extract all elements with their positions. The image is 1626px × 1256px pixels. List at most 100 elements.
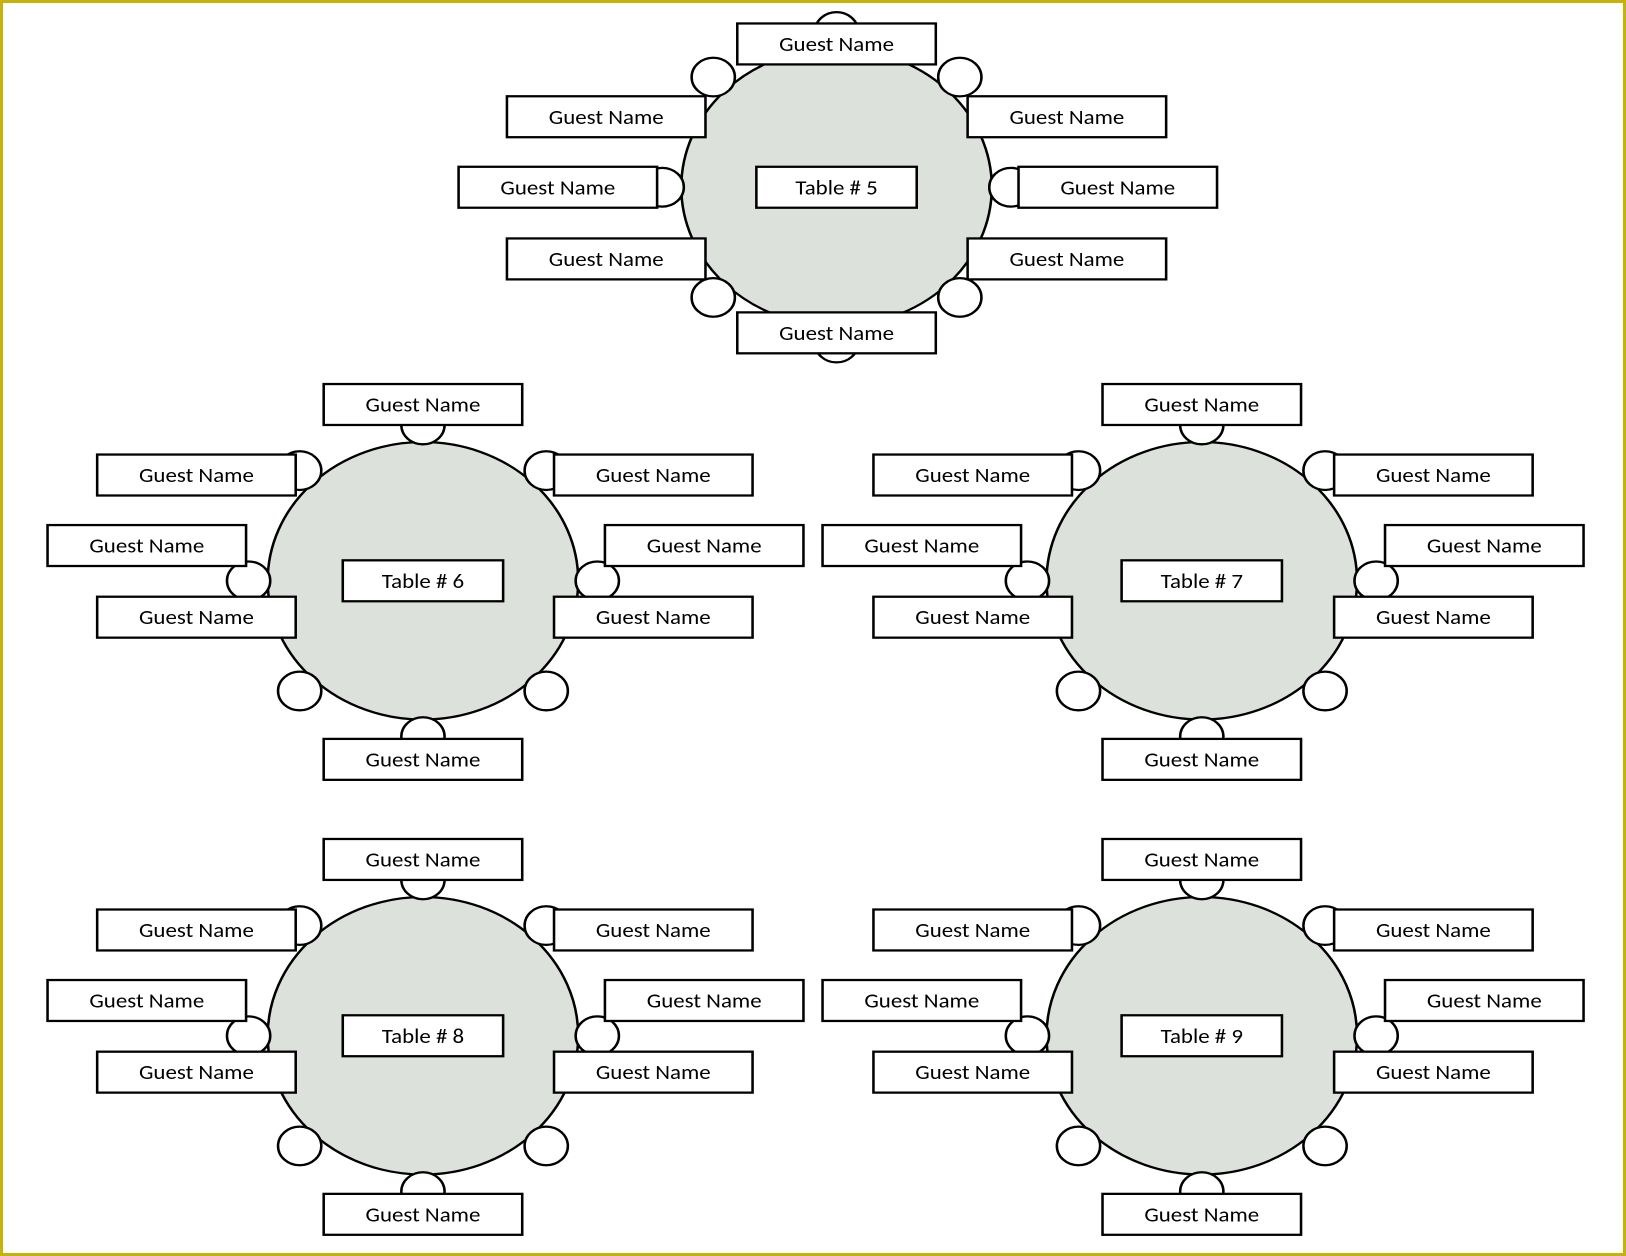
guest-name-box-1: Guest Name [1103, 839, 1302, 880]
guest-name-box-4: Guest Name [1334, 1052, 1533, 1093]
seating-chart: Table # 5 Guest Name Guest Name Guest Name G… [3, 3, 1623, 1253]
seat-4 [525, 672, 568, 711]
guest-name-box-7: Guest Name [48, 525, 247, 566]
table-group-4: Table # 8 Guest Name Guest Name Guest Name G… [48, 839, 804, 1235]
guest-name-box-8-label: Guest Name [549, 104, 664, 129]
guest-name-box-3-label: Guest Name [1060, 175, 1175, 200]
guest-name-box-5: Guest Name [324, 1194, 523, 1235]
guest-name-box-3: Guest Name [1385, 980, 1584, 1021]
guest-name-box-6: Guest Name [507, 238, 706, 279]
guest-name-box-6: Guest Name [97, 1052, 296, 1093]
table-label: Table # 7 [1122, 560, 1282, 601]
guest-name-box-1-label: Guest Name [366, 392, 481, 417]
guest-name-box-5: Guest Name [737, 312, 936, 353]
guest-name-box-2-label: Guest Name [596, 917, 711, 942]
guest-name-box-5-label: Guest Name [366, 1202, 481, 1227]
guest-name-box-4: Guest Name [1334, 597, 1533, 638]
seat-7 [1006, 1016, 1049, 1055]
guest-name-box-8: Guest Name [507, 96, 706, 137]
seat-7 [227, 1016, 270, 1055]
guest-name-box-3: Guest Name [1019, 167, 1218, 208]
guest-name-box-2: Guest Name [554, 455, 753, 496]
guest-name-box-4-label: Guest Name [596, 1059, 711, 1084]
guest-name-box-3-label: Guest Name [1427, 988, 1542, 1013]
table-group-5: Table # 9 Guest Name Guest Name Guest Name G… [823, 839, 1584, 1235]
guest-name-box-2: Guest Name [968, 96, 1167, 137]
seat-2 [938, 58, 981, 97]
guest-name-box-3-label: Guest Name [1427, 533, 1542, 558]
guest-name-box-3-label: Guest Name [647, 988, 762, 1013]
guest-name-box-2: Guest Name [554, 910, 753, 951]
guest-name-box-8: Guest Name [97, 455, 296, 496]
guest-name-box-4-label: Guest Name [596, 604, 711, 629]
table-label-label: Table # 5 [795, 175, 877, 200]
seat-4 [1303, 1127, 1346, 1166]
guest-name-box-8-label: Guest Name [139, 462, 254, 487]
table-label: Table # 6 [343, 560, 503, 601]
seat-3 [576, 561, 619, 600]
seat-8 [692, 58, 735, 97]
guest-name-box-7-label: Guest Name [89, 533, 204, 558]
guest-name-box-6-label: Guest Name [139, 1059, 254, 1084]
seat-7 [1006, 561, 1049, 600]
guest-name-box-6: Guest Name [873, 597, 1072, 638]
table-group-2: Table # 6 Guest Name Guest Name Guest Name G… [48, 384, 804, 780]
seat-4 [1303, 672, 1346, 711]
guest-name-box-6-label: Guest Name [915, 604, 1030, 629]
guest-name-box-4: Guest Name [554, 597, 753, 638]
guest-name-box-5-label: Guest Name [779, 320, 894, 345]
guest-name-box-3-label: Guest Name [647, 533, 762, 558]
seat-7 [227, 561, 270, 600]
seat-6 [1057, 1127, 1100, 1166]
table-group-1: Table # 5 Guest Name Guest Name Guest Name G… [459, 12, 1217, 362]
table-label-label: Table # 8 [382, 1023, 464, 1048]
guest-name-box-4: Guest Name [968, 238, 1167, 279]
guest-name-box-5: Guest Name [1103, 739, 1302, 780]
guest-name-box-1: Guest Name [1103, 384, 1302, 425]
guest-name-box-1: Guest Name [324, 384, 523, 425]
guest-name-box-1-label: Guest Name [1144, 847, 1259, 872]
guest-name-box-4: Guest Name [554, 1052, 753, 1093]
guest-name-box-6: Guest Name [97, 597, 296, 638]
guest-name-box-6: Guest Name [873, 1052, 1072, 1093]
guest-name-box-2: Guest Name [1334, 910, 1533, 951]
guest-name-box-7-label: Guest Name [864, 533, 979, 558]
guest-name-box-2-label: Guest Name [1376, 462, 1491, 487]
guest-name-box-3: Guest Name [605, 980, 804, 1021]
seat-6 [1057, 672, 1100, 711]
table-label: Table # 9 [1122, 1015, 1282, 1056]
seat-3 [576, 1016, 619, 1055]
table-group-3: Table # 7 Guest Name Guest Name Guest Name G… [823, 384, 1584, 780]
guest-name-box-5-label: Guest Name [1144, 747, 1259, 772]
guest-name-box-1-label: Guest Name [1144, 392, 1259, 417]
guest-name-box-8: Guest Name [873, 455, 1072, 496]
table-label: Table # 5 [756, 167, 916, 208]
seat-3 [1354, 561, 1397, 600]
table-label-label: Table # 9 [1161, 1023, 1243, 1048]
guest-name-box-6-label: Guest Name [915, 1059, 1030, 1084]
guest-name-box-5: Guest Name [1103, 1194, 1302, 1235]
guest-name-box-1-label: Guest Name [366, 847, 481, 872]
guest-name-box-8: Guest Name [873, 910, 1072, 951]
guest-name-box-5-label: Guest Name [1144, 1202, 1259, 1227]
seat-6 [278, 672, 321, 711]
guest-name-box-4-label: Guest Name [1376, 604, 1491, 629]
seat-4 [938, 278, 981, 317]
guest-name-box-7-label: Guest Name [500, 175, 615, 200]
table-label-label: Table # 7 [1161, 568, 1243, 593]
guest-name-box-7: Guest Name [823, 525, 1022, 566]
guest-name-box-7: Guest Name [823, 980, 1022, 1021]
table-label: Table # 8 [343, 1015, 503, 1056]
seat-3 [1354, 1016, 1397, 1055]
guest-name-box-2-label: Guest Name [1009, 104, 1124, 129]
guest-name-box-2-label: Guest Name [1376, 917, 1491, 942]
seat-6 [692, 278, 735, 317]
guest-name-box-8-label: Guest Name [139, 917, 254, 942]
guest-name-box-1: Guest Name [737, 23, 936, 64]
guest-name-box-7: Guest Name [48, 980, 247, 1021]
table-label-label: Table # 6 [382, 568, 464, 593]
guest-name-box-8-label: Guest Name [915, 462, 1030, 487]
guest-name-box-5-label: Guest Name [366, 747, 481, 772]
guest-name-box-3: Guest Name [605, 525, 804, 566]
guest-name-box-6-label: Guest Name [549, 246, 664, 271]
